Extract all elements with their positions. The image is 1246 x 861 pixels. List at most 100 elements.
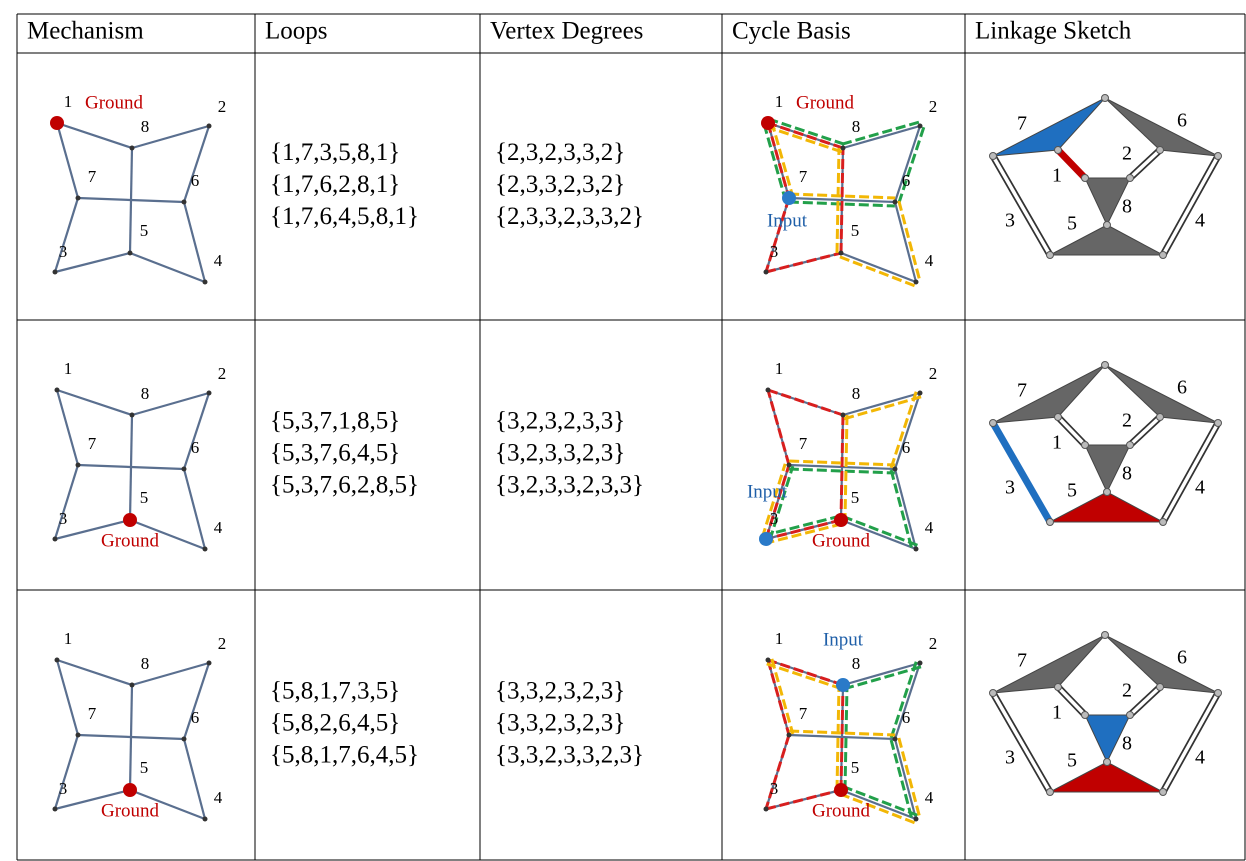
node-label: 6	[902, 171, 911, 190]
link-label: 7	[1017, 380, 1027, 402]
node-label: 5	[140, 488, 149, 507]
joint	[1102, 632, 1109, 639]
link-triangle	[993, 635, 1105, 693]
link-label: 2	[1122, 143, 1132, 165]
graph-node	[76, 196, 81, 201]
node-label: 7	[799, 704, 808, 723]
node-label: 8	[852, 654, 861, 673]
joint	[1055, 414, 1062, 421]
degree-set: {3,2,3,3,2,3,3}	[495, 472, 644, 499]
graph-node	[53, 807, 58, 812]
graph-node	[53, 270, 58, 275]
graph-edge	[57, 390, 78, 465]
ground-node	[834, 513, 848, 527]
link-label: 4	[1195, 210, 1205, 232]
graph-node	[841, 146, 846, 151]
node-label: 8	[141, 117, 150, 136]
link-bar-inner	[1058, 417, 1085, 445]
link-label: 1	[1052, 702, 1062, 724]
link-label: 8	[1122, 196, 1132, 218]
node-label: 5	[140, 221, 149, 240]
link-bar-inner	[1058, 687, 1085, 715]
graph-edge	[895, 202, 916, 282]
loop-set: {5,3,7,6,4,5}	[270, 440, 400, 467]
node-label: 8	[141, 384, 150, 403]
node-label: 3	[59, 242, 68, 261]
node-label: 3	[59, 779, 68, 798]
joint	[990, 690, 997, 697]
graph-node	[203, 817, 208, 822]
joint	[1160, 252, 1167, 259]
column-header: Mechanism	[27, 18, 144, 45]
input-node	[782, 191, 796, 205]
node-label: 4	[214, 788, 223, 807]
graph-node	[914, 280, 919, 285]
joint	[1215, 420, 1222, 427]
graph-node	[787, 733, 792, 738]
graph-edge	[768, 390, 789, 465]
graph-edge	[184, 126, 209, 202]
ground-label: Ground	[101, 530, 160, 551]
joint	[1102, 362, 1109, 369]
link-bar	[1058, 150, 1085, 178]
node-label: 8	[852, 384, 861, 403]
loop-set: {5,3,7,1,8,5}	[270, 408, 400, 435]
link-label: 1	[1052, 432, 1062, 454]
graph-edge	[841, 253, 916, 282]
graph-edge	[57, 660, 78, 735]
joint	[1215, 690, 1222, 697]
column-header: Vertex Degrees	[490, 18, 643, 45]
ground-label: Ground	[85, 92, 144, 113]
node-label: 7	[88, 167, 97, 186]
graph-node	[914, 547, 919, 552]
node-label: 5	[851, 758, 860, 777]
link-label: 5	[1067, 750, 1077, 772]
node-label: 7	[88, 704, 97, 723]
cycle-edge	[899, 738, 920, 818]
node-label: 4	[925, 788, 934, 807]
link-label: 3	[1005, 210, 1015, 232]
link-bar-inner	[993, 156, 1050, 255]
graph-edge	[895, 126, 920, 202]
node-label: 6	[902, 708, 911, 727]
node-label: 4	[214, 251, 223, 270]
graph-node	[918, 391, 923, 396]
node-label: 3	[59, 509, 68, 528]
graph-node	[918, 661, 923, 666]
node-label: 3	[770, 509, 779, 528]
node-label: 8	[852, 117, 861, 136]
joint	[1047, 789, 1054, 796]
graph-node	[893, 200, 898, 205]
node-label: 8	[141, 654, 150, 673]
link-label: 6	[1177, 110, 1187, 132]
node-label: 4	[925, 251, 934, 270]
link-label: 2	[1122, 410, 1132, 432]
link-label: 2	[1122, 680, 1132, 702]
joint	[1102, 95, 1109, 102]
joint	[1157, 684, 1164, 691]
degree-set: {2,3,3,2,3,3,2}	[495, 203, 644, 230]
loop-set: {1,7,6,4,5,8,1}	[270, 203, 419, 230]
graph-node	[893, 737, 898, 742]
graph-edge	[130, 253, 205, 282]
ground-node	[50, 116, 64, 130]
input-label: Input	[747, 481, 788, 502]
degree-set: {3,2,3,3,2,3}	[495, 440, 625, 467]
graph-node	[764, 807, 769, 812]
joint	[1127, 712, 1134, 719]
joint	[1127, 442, 1134, 449]
degree-set: {3,2,3,2,3,3}	[495, 408, 625, 435]
joint	[990, 420, 997, 427]
joint	[1047, 252, 1054, 259]
node-label: 2	[929, 364, 938, 383]
link-label: 6	[1177, 377, 1187, 399]
graph-node	[76, 463, 81, 468]
degree-set: {3,3,2,3,2,3}	[495, 710, 625, 737]
graph-node	[182, 200, 187, 205]
loop-set: {1,7,3,5,8,1}	[270, 139, 400, 166]
graph-edge	[184, 739, 205, 819]
node-label: 4	[214, 518, 223, 537]
graph-node	[182, 737, 187, 742]
graph-edge	[57, 390, 132, 415]
table-figure: MechanismLoopsVertex DegreesCycle BasisL…	[0, 0, 1246, 861]
